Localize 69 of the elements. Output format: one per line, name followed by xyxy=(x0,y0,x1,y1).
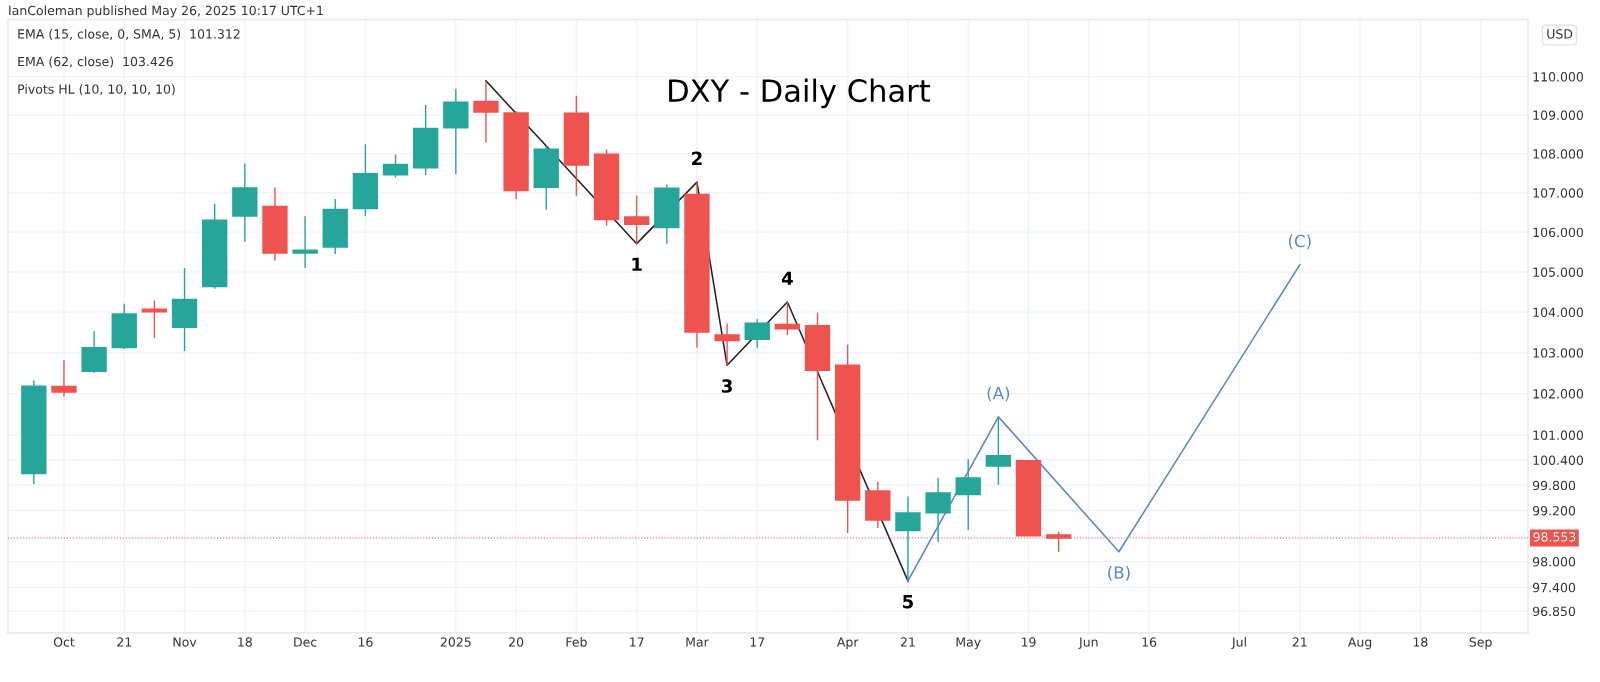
x-tick-label: 16 xyxy=(1142,637,1157,647)
candlestick xyxy=(955,458,981,531)
x-tick-label: 21 xyxy=(900,637,915,647)
y-tick-label: 103.000 xyxy=(1533,348,1584,358)
annotation: (A) xyxy=(987,386,1010,402)
candlestick xyxy=(895,495,921,582)
annotation: (C) xyxy=(1288,234,1311,250)
candlestick xyxy=(382,153,409,179)
x-tick-label: 21 xyxy=(117,637,132,647)
annotation: 5 xyxy=(903,594,913,609)
x-tick-label: 18 xyxy=(238,637,252,647)
x-tick-label: 20 xyxy=(509,637,524,647)
candlestick xyxy=(141,299,168,339)
x-tick-label: Feb xyxy=(566,637,587,647)
x-tick-label: Jun xyxy=(1078,637,1098,650)
x-tick-label: 17 xyxy=(630,637,644,647)
y-tick-label: 105.000 xyxy=(1533,267,1584,277)
line-series xyxy=(907,263,1301,582)
x-tick-label: Dec xyxy=(294,637,317,647)
y-tick-label: 109.000 xyxy=(1533,110,1584,120)
candlestick xyxy=(925,476,951,543)
candlestick xyxy=(714,322,740,367)
y-tick-label: 110.000 xyxy=(1533,72,1584,82)
candlestick xyxy=(292,215,318,269)
x-tick-label: 19 xyxy=(1021,637,1036,647)
x-tick-label: Sep xyxy=(1469,637,1492,650)
candlestick xyxy=(774,301,801,336)
annotation: 1 xyxy=(632,257,642,271)
y-axis-title: USD xyxy=(1547,29,1573,39)
x-tick-label: 2025 xyxy=(440,637,471,647)
candlestick xyxy=(744,318,770,349)
y-tick-label: 106.000 xyxy=(1533,227,1584,238)
candlestick xyxy=(473,80,499,144)
candlestick xyxy=(51,359,77,398)
x-tick-label: Oct xyxy=(53,637,75,647)
x-tick-label: Mar xyxy=(686,637,709,647)
y-tick-label: 98.000 xyxy=(1532,557,1576,567)
x-tick-label: 21 xyxy=(1292,637,1307,647)
y-tick-label: 99.200 xyxy=(1532,505,1576,516)
ref-line-label: 98.553 xyxy=(1533,532,1576,542)
annotation: EMA (62, close) 103.426 xyxy=(18,56,173,68)
y-tick-label: 104.000 xyxy=(1533,307,1584,318)
candlestick xyxy=(81,330,107,374)
candlestick xyxy=(985,416,1012,486)
y-tick-label: 107.000 xyxy=(1533,188,1584,198)
text: DXY - Daily Chart xyxy=(669,78,930,109)
x-tick-label: Apr xyxy=(836,637,859,650)
x-tick-label: 16 xyxy=(358,637,373,647)
y-tick-label: 97.400 xyxy=(1532,582,1576,593)
annotation: (B) xyxy=(1108,565,1130,581)
x-tick-label: 18 xyxy=(1413,637,1428,647)
chart-subtitle: IanColeman published May 26, 2025 10:17 UTC+1 xyxy=(9,5,323,18)
y-tick-label: 102.000 xyxy=(1533,389,1584,399)
annotation: Pivots HL (10, 10, 10, 10) xyxy=(18,84,175,96)
y-tick-label: 96.850 xyxy=(1532,606,1576,617)
x-tick-label: May xyxy=(956,637,981,650)
annotation: EMA (15, close, 0, SMA, 5) 101.312 xyxy=(18,28,240,41)
y-tick-label: 101.000 xyxy=(1533,430,1584,440)
annotation: 3 xyxy=(722,379,732,393)
x-tick-label: Aug xyxy=(1347,637,1372,650)
x-tick-label: 17 xyxy=(750,637,765,647)
x-tick-label: Nov xyxy=(173,637,197,647)
y-tick-label: 99.800 xyxy=(1532,480,1576,491)
candlestick xyxy=(623,194,650,245)
x-tick-label: Jul xyxy=(1231,637,1246,650)
y-tick-label: 108.000 xyxy=(1533,149,1584,159)
annotation: 2 xyxy=(692,151,702,165)
annotation: 4 xyxy=(781,271,793,285)
y-tick-label: 100.400 xyxy=(1533,455,1584,465)
